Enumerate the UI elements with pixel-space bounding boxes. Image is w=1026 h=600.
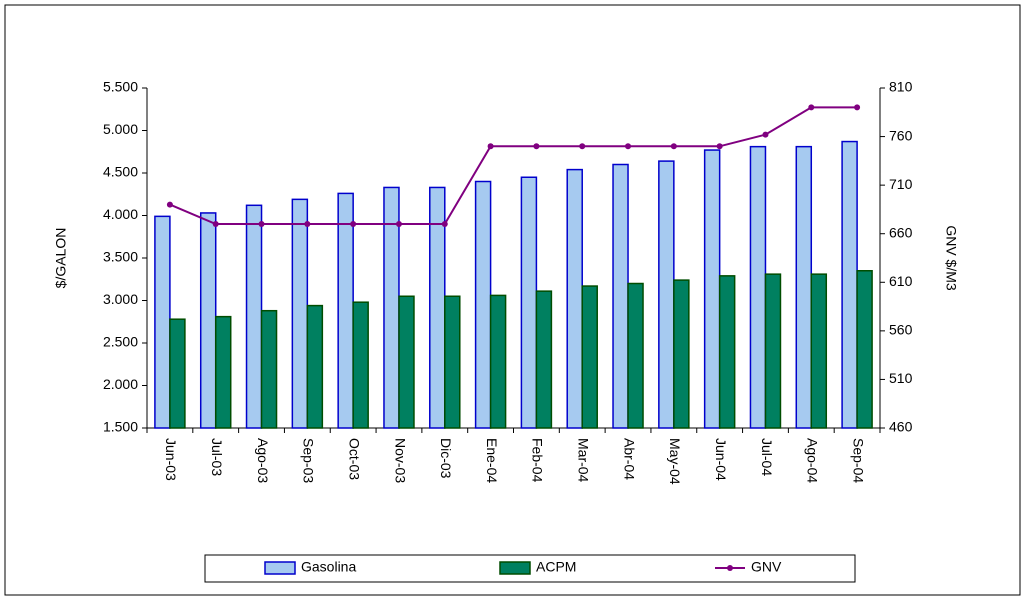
x-tick-label: Mar-04 [576,438,592,483]
bar [612,163,629,429]
bar [673,279,690,429]
line-point [854,104,861,111]
x-tick-label: Jul-04 [759,438,775,476]
line-point [350,221,357,227]
y2-tick-label: 710 [889,176,913,192]
line [169,106,858,225]
y2-tick-label: 810 [889,79,913,95]
line-point [212,221,219,227]
y2-tick-label: 460 [889,419,913,435]
bar [566,168,583,429]
line-point [716,143,723,150]
bar [398,295,415,429]
legend-marker [727,565,733,571]
legend-label: ACPM [536,559,576,575]
y-axis-title: $/GALON [53,228,69,289]
x-tick-label: Ago-04 [805,438,821,483]
line-point [441,221,448,227]
x-tick-label: Jul-03 [209,438,225,476]
y2-axis-title: GNV $/M3 [943,225,959,291]
x-tick-label: Sep-03 [301,438,317,483]
bar [581,285,598,429]
bar [199,212,217,429]
y-tick-label: 3.500 [103,249,138,265]
line-point [579,143,586,150]
y-tick-label: 4.500 [103,164,138,180]
y2-tick-label: 560 [889,322,913,338]
x-tick-label: Feb-04 [530,438,546,483]
line-point [808,104,815,111]
y-tick-label: 5.500 [103,79,138,95]
bar [535,290,553,429]
line-point [625,143,632,150]
x-tick-label: Jun-04 [713,438,729,481]
bar [489,294,507,429]
bar [810,273,828,429]
x-tick-label: Abr-04 [621,438,637,480]
legend-label: Gasolina [301,559,356,575]
bar [749,145,767,429]
y-tick-label: 2.000 [103,376,138,392]
x-tick-label: Oct-03 [346,438,362,480]
bar [306,304,324,429]
y-tick-label: 2.500 [103,334,138,350]
bar [474,180,492,429]
y2-tick-label: 610 [889,273,913,289]
bar [444,295,461,429]
y-tick-label: 5.000 [103,121,138,137]
bar [703,149,721,429]
line-point [487,143,494,150]
x-tick-label: Sep-04 [850,438,866,483]
legend-swatch [499,561,531,575]
x-tick-label: Jun-03 [163,438,179,481]
bar [520,176,538,429]
legend-label: GNV [751,559,782,575]
bar [658,160,675,429]
bar [169,318,186,429]
bar [718,275,736,429]
bar [245,204,263,429]
line-point [762,131,769,138]
bar [260,309,278,429]
bar [627,282,644,429]
legend-swatch [264,561,296,575]
x-tick-label: Dic-03 [438,438,454,479]
x-tick-label: May-04 [667,438,683,485]
line-point [670,143,677,150]
bar [154,215,171,429]
y-tick-label: 1.500 [103,419,138,435]
line-point [395,221,402,227]
bar [764,273,782,429]
y2-tick-label: 660 [889,224,913,240]
y2-tick-label: 760 [889,127,913,143]
line-point [166,201,173,208]
line-point [258,221,265,227]
y-tick-label: 3.000 [103,291,138,307]
bar [795,145,813,429]
bar [352,301,369,429]
bar [291,198,309,429]
bar [337,192,354,429]
y-tick-label: 4.000 [103,206,138,222]
x-tick-label: Nov-03 [392,438,408,483]
bar [856,270,873,429]
line-point [304,221,311,227]
bar [841,140,858,429]
x-tick-label: Ene-04 [484,438,500,483]
x-tick-label: Ago-03 [255,438,271,483]
line-point [533,143,540,150]
bar [214,315,232,429]
y2-tick-label: 510 [889,370,913,386]
